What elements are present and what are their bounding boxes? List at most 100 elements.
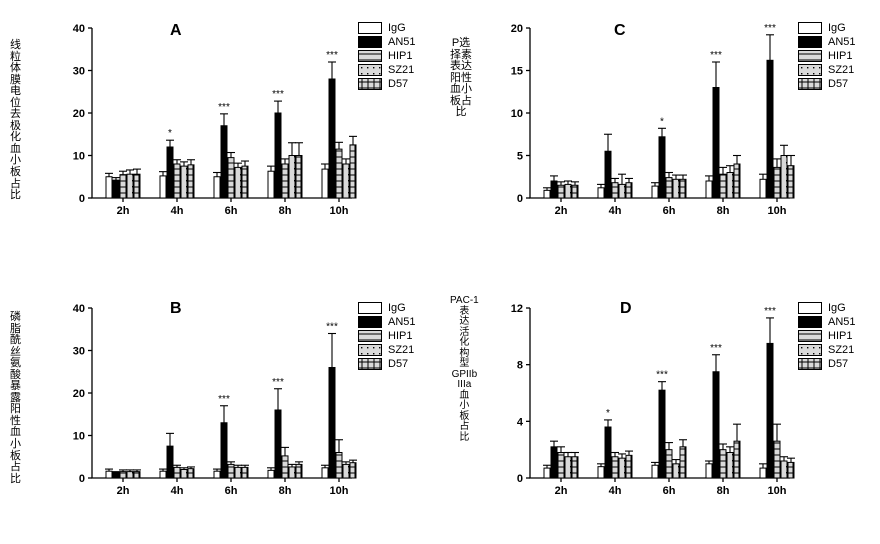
bar: [572, 457, 578, 478]
legend-swatch: [798, 36, 822, 48]
bar: [612, 183, 618, 198]
bar: [727, 173, 733, 199]
bar: [551, 447, 557, 478]
legend-swatch: [358, 22, 382, 34]
bar: [659, 390, 665, 478]
svg-text:20: 20: [73, 388, 85, 400]
svg-text:0: 0: [79, 473, 85, 485]
bar: [329, 368, 335, 479]
bar: [666, 178, 672, 198]
svg-text:20: 20: [73, 108, 85, 120]
legend-label: HIP1: [828, 50, 852, 62]
bar: [605, 151, 611, 198]
svg-text:8: 8: [517, 360, 523, 372]
bar: [605, 427, 611, 478]
legend-swatch: [358, 316, 382, 328]
bar: [235, 467, 241, 478]
bar: [336, 453, 342, 479]
y-axis-label-D: PAC-1表达活化构型GPIIbIIIa血小板占比: [450, 296, 479, 443]
legend-swatch: [358, 50, 382, 62]
bar: [160, 471, 166, 478]
svg-text:5: 5: [517, 151, 523, 163]
legend-label: IgG: [828, 22, 846, 34]
bar: [214, 177, 220, 198]
bar: [767, 343, 773, 478]
bar: [760, 468, 766, 478]
bar: [558, 453, 564, 479]
bar: [626, 183, 632, 198]
bar: [134, 472, 140, 478]
legend-swatch: [798, 78, 822, 90]
legend-label: HIP1: [828, 330, 852, 342]
bar: [713, 372, 719, 478]
bar: [343, 164, 349, 198]
bar: [673, 179, 679, 198]
svg-text:6h: 6h: [225, 485, 238, 497]
svg-text:6h: 6h: [663, 205, 676, 217]
legend-item: HIP1: [798, 330, 856, 342]
bar: [598, 467, 604, 478]
svg-text:*: *: [168, 128, 172, 139]
svg-text:40: 40: [73, 23, 85, 35]
bar: [788, 166, 794, 198]
bar: [174, 467, 180, 478]
svg-text:***: ***: [218, 102, 230, 113]
svg-text:4h: 4h: [171, 485, 184, 497]
bar: [612, 457, 618, 478]
bar: [174, 164, 180, 198]
bar: [734, 164, 740, 198]
legend-swatch: [798, 344, 822, 356]
bar: [228, 158, 234, 198]
legend-swatch: [798, 22, 822, 34]
legend-swatch: [798, 316, 822, 328]
bar: [120, 472, 126, 478]
bar: [666, 450, 672, 478]
bar: [322, 169, 328, 198]
y-axis-label-A: 线粒体膜电位去极化血小板占比: [10, 40, 21, 202]
legend-D: IgGAN51HIP1SZ21D57: [798, 302, 856, 372]
svg-text:15: 15: [511, 66, 523, 78]
svg-text:6h: 6h: [225, 205, 238, 217]
legend-label: IgG: [828, 302, 846, 314]
panel-C-svg: 051015202h4h6h*8h***10h***: [508, 10, 808, 230]
legend-swatch: [358, 64, 382, 76]
bar: [720, 450, 726, 478]
svg-text:0: 0: [79, 193, 85, 205]
legend-item: AN51: [358, 316, 416, 328]
bar: [113, 180, 119, 198]
bar: [774, 441, 780, 478]
bar: [322, 468, 328, 478]
bar: [127, 472, 133, 478]
svg-text:***: ***: [326, 322, 338, 333]
y-axis-label-B: 磷脂酰丝氨酸暴露阳性血小板占比: [10, 312, 21, 485]
legend-label: AN51: [828, 36, 856, 48]
legend-label: AN51: [388, 36, 416, 48]
bar: [228, 464, 234, 478]
bar: [727, 453, 733, 479]
bar: [680, 179, 686, 198]
bar: [336, 149, 342, 198]
panel-A: 0102030402h4h*6h***8h***10h***: [70, 10, 370, 230]
legend-swatch: [798, 330, 822, 342]
bar: [242, 467, 248, 478]
legend-label: SZ21: [388, 64, 414, 76]
legend-item: D57: [798, 78, 856, 90]
svg-text:2h: 2h: [555, 485, 568, 497]
bar: [214, 471, 220, 478]
svg-text:***: ***: [710, 50, 722, 61]
bar: [544, 190, 550, 198]
legend-label: IgG: [388, 302, 406, 314]
bar: [167, 147, 173, 198]
bar: [181, 166, 187, 198]
legend-swatch: [358, 330, 382, 342]
legend-swatch: [798, 302, 822, 314]
bar: [767, 60, 773, 198]
panel-B: 0102030402h4h6h***8h***10h***: [70, 290, 370, 510]
legend-item: IgG: [798, 302, 856, 314]
bar: [781, 156, 787, 199]
svg-text:***: ***: [764, 306, 776, 317]
svg-text:***: ***: [326, 50, 338, 61]
svg-text:***: ***: [710, 343, 722, 354]
bar: [289, 156, 295, 199]
bar: [106, 177, 112, 198]
